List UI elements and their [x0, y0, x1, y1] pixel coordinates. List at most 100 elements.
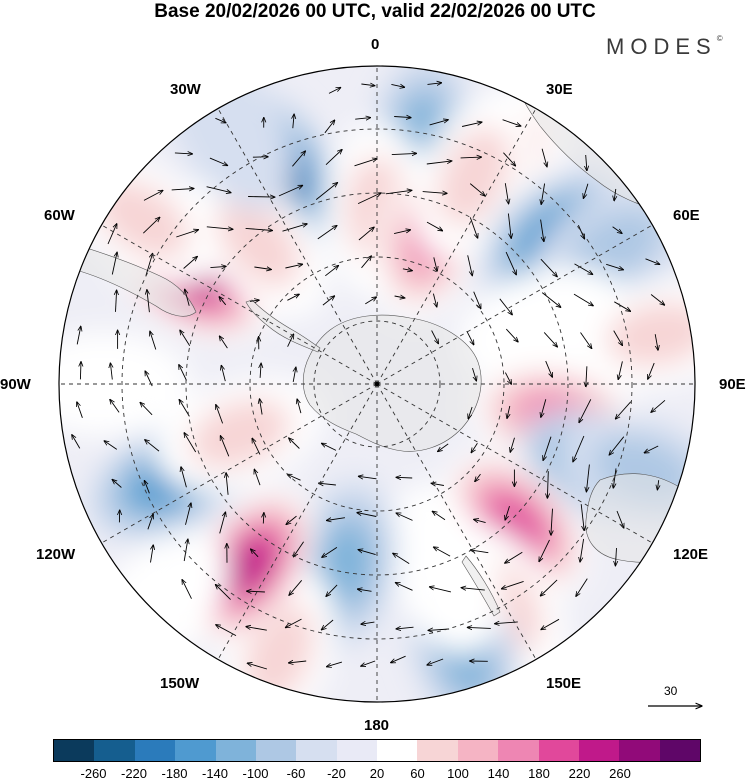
wind-arrow [429, 587, 452, 593]
wind-arrow [245, 228, 273, 230]
colorbar-swatch [54, 740, 95, 761]
wind-arrow [467, 627, 491, 628]
wind-arrow [293, 114, 294, 129]
wind-arrow [427, 83, 442, 85]
wind-arrow [289, 438, 300, 449]
anomaly-band [216, 197, 301, 289]
wind-arrow [580, 504, 584, 530]
wind-arrow [472, 367, 477, 381]
wind-arrow [651, 399, 666, 412]
wind-arrow [185, 503, 192, 525]
latitude-circle-1 [313, 320, 441, 448]
meridian-line [376, 108, 537, 385]
colorbar-tick-label: -20 [327, 766, 346, 781]
wind-arrow [467, 255, 473, 275]
wind-arrow [433, 257, 437, 271]
wind-arrow [473, 291, 481, 309]
anomaly-band [188, 398, 291, 470]
wind-arrow [504, 372, 511, 385]
wind-arrow [540, 579, 558, 596]
wind-arrow [422, 192, 447, 194]
wind-arrow [116, 290, 117, 312]
wind-arrow [427, 658, 444, 665]
wind-arrow [219, 512, 226, 534]
wind-arrow [613, 468, 616, 488]
wind-arrow [288, 661, 307, 663]
wind-arrow [507, 405, 510, 418]
wind-arrow [393, 230, 410, 235]
wind-arrow [361, 256, 372, 269]
lon-label-150w: 150W [160, 675, 200, 692]
wind-arrow [614, 188, 616, 201]
lon-label-60w: 60W [44, 207, 75, 224]
wind-arrow [540, 219, 544, 242]
anomaly-band [387, 484, 502, 654]
wind-arrow [541, 618, 560, 629]
wind-arrow [219, 297, 227, 306]
antarctic-peninsula [245, 299, 321, 353]
wind-vectors [72, 83, 666, 670]
wind-arrow [112, 480, 122, 488]
wind-arrow [505, 551, 523, 563]
wind-arrow [547, 471, 548, 498]
wind-arrow [111, 252, 117, 275]
wind-arrow [615, 547, 616, 566]
wind-arrow [181, 467, 187, 488]
wind-arrow [315, 183, 337, 200]
wind-arrow [586, 366, 587, 386]
latitude-circle-4 [121, 128, 633, 640]
wind-arrow [72, 435, 81, 449]
wind-arrow [357, 589, 372, 591]
lon-label-150e: 150E [546, 675, 582, 692]
wind-arrow [393, 553, 410, 564]
wind-arrow [644, 445, 659, 453]
wind-arrow [361, 84, 374, 86]
wind-arrow [431, 330, 439, 344]
wind-arrow [505, 251, 516, 275]
wind-arrow [615, 401, 632, 419]
map-boundary [58, 65, 696, 703]
colorbar-tick-label: -180 [161, 766, 188, 781]
wind-arrow [171, 189, 194, 190]
wind-arrow [183, 539, 188, 562]
wind-arrow [292, 151, 305, 167]
wind-arrow [324, 120, 335, 134]
wind-arrow [429, 120, 449, 126]
wind-arrow [396, 477, 413, 478]
wind-arrow [606, 263, 623, 269]
colorbar-swatch [94, 740, 135, 761]
wind-arrow [586, 154, 587, 171]
colorbar-tick-label: -60 [286, 766, 306, 781]
wind-arrow [541, 292, 561, 308]
colorbar-tick-label: 20 [369, 766, 385, 781]
wind-arrow [140, 402, 153, 416]
wind-arrow [358, 476, 377, 479]
wind-arrow [583, 183, 589, 199]
wind-arrow [503, 152, 515, 166]
wind-arrow [357, 193, 381, 205]
wind-arrow [543, 332, 557, 347]
wind-arrow [328, 88, 341, 94]
wind-arrow [321, 619, 334, 630]
colorbar-tick-label: 140 [487, 766, 510, 781]
wind-arrow [325, 266, 338, 277]
wind-arrow [145, 440, 160, 452]
wind-arrow [293, 541, 304, 557]
wind-arrow [539, 539, 550, 562]
wind-arrow [502, 119, 521, 126]
wind-arrow [616, 510, 624, 528]
wind-arrow [394, 296, 405, 298]
wind-arrow [396, 627, 414, 629]
wind-arrow [287, 474, 301, 481]
wind-arrow [573, 293, 593, 306]
wind-arrow [254, 267, 271, 270]
colorbar-swatch [377, 740, 418, 761]
lon-label-180: 180 [364, 717, 390, 734]
colorbar-tick-label: 180 [528, 766, 550, 781]
wind-arrow [150, 331, 157, 350]
wind-arrow [545, 360, 553, 377]
colorbar-swatch [417, 740, 458, 761]
wind-arrow [612, 226, 622, 234]
wind-arrow [361, 622, 375, 624]
wind-arrow [577, 225, 584, 239]
